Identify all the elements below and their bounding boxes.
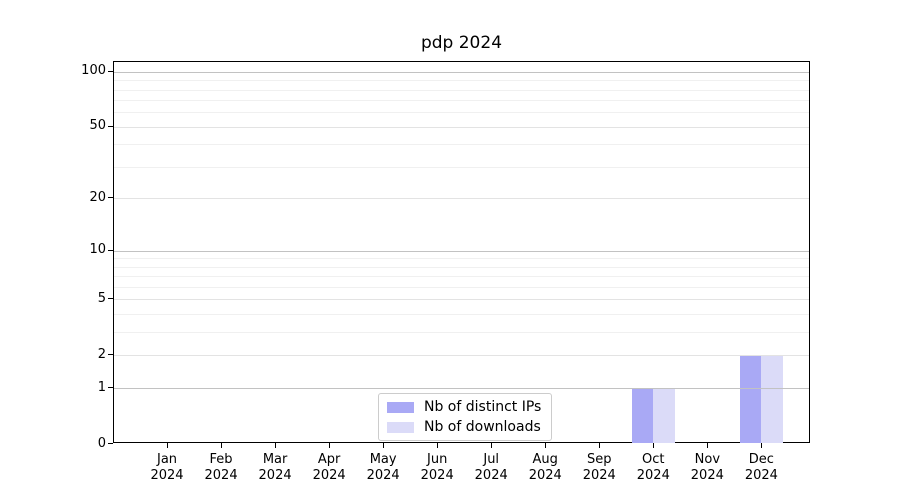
minor-gridline [114, 144, 809, 146]
major-gridline [114, 71, 809, 73]
x-tick-mark [275, 443, 277, 448]
major-gridline [114, 388, 809, 390]
x-tick-mark [653, 443, 655, 448]
gridline [114, 355, 809, 357]
minor-gridline [114, 314, 809, 316]
legend-item-distinct-ips: Nb of distinct IPs [387, 399, 541, 415]
x-tick-mark [383, 443, 385, 448]
legend-label-downloads: Nb of downloads [424, 419, 541, 435]
minor-gridline [114, 332, 809, 334]
chart-title: pdp 2024 [420, 33, 503, 53]
x-tick-mark [221, 443, 223, 448]
y-tick-mark [108, 387, 113, 389]
y-tick-label: 0 [97, 435, 106, 451]
x-tick-label: Jan 2024 [150, 452, 184, 483]
y-tick-label: 5 [97, 290, 106, 306]
y-tick-mark [108, 249, 113, 251]
y-tick-mark [108, 443, 113, 444]
x-tick-label: Nov 2024 [690, 452, 724, 483]
minor-gridline [114, 80, 809, 82]
y-tick-mark [108, 125, 113, 127]
x-tick-label: May 2024 [366, 452, 400, 483]
x-tick-mark [545, 443, 547, 448]
bar-downloads [761, 355, 783, 443]
y-tick-label: 2 [97, 346, 106, 362]
major-gridline [114, 250, 809, 252]
x-tick-mark [491, 443, 493, 448]
y-tick-mark [108, 70, 113, 72]
x-tick-mark [329, 443, 331, 448]
legend-label-distinct-ips: Nb of distinct IPs [424, 399, 542, 415]
minor-gridline [114, 287, 809, 289]
x-tick-label: Jul 2024 [474, 452, 508, 483]
y-tick-mark [108, 298, 113, 300]
y-tick-label: 100 [81, 63, 106, 79]
minor-gridline [114, 276, 809, 278]
gridline [114, 198, 809, 200]
x-tick-label: Mar 2024 [258, 452, 292, 483]
x-tick-label: Sep 2024 [582, 452, 616, 483]
x-tick-mark [707, 443, 709, 448]
minor-gridline [114, 167, 809, 169]
x-tick-mark [599, 443, 601, 448]
legend-swatch-distinct-ips-icon [387, 401, 414, 413]
y-tick-label: 50 [89, 118, 106, 134]
minor-gridline [114, 89, 809, 91]
legend-item-downloads: Nb of downloads [387, 419, 541, 435]
x-tick-label: Oct 2024 [636, 452, 670, 483]
x-tick-mark [167, 443, 169, 448]
plot-area [113, 61, 810, 443]
minor-gridline [114, 112, 809, 114]
x-tick-label: Aug 2024 [528, 452, 562, 483]
minor-gridline [114, 100, 809, 102]
y-tick-mark [108, 354, 113, 356]
gridline [114, 299, 809, 301]
x-tick-label: Feb 2024 [204, 452, 238, 483]
bar-distinct-ips [739, 355, 762, 443]
minor-gridline [114, 258, 809, 260]
gridline [114, 126, 809, 128]
y-tick-label: 1 [97, 379, 106, 395]
y-tick-label: 20 [89, 189, 106, 205]
legend-swatch-downloads-icon [387, 421, 414, 433]
x-tick-label: Dec 2024 [744, 452, 778, 483]
bar-downloads [653, 388, 675, 443]
y-tick-mark [108, 197, 113, 199]
bar-distinct-ips [631, 388, 654, 443]
x-tick-label: Apr 2024 [312, 452, 346, 483]
x-tick-label: Jun 2024 [420, 452, 454, 483]
x-tick-mark [761, 443, 763, 448]
y-tick-label: 10 [89, 242, 106, 258]
x-tick-mark [437, 443, 439, 448]
legend: Nb of distinct IPs Nb of downloads [378, 393, 553, 441]
minor-gridline [114, 266, 809, 268]
